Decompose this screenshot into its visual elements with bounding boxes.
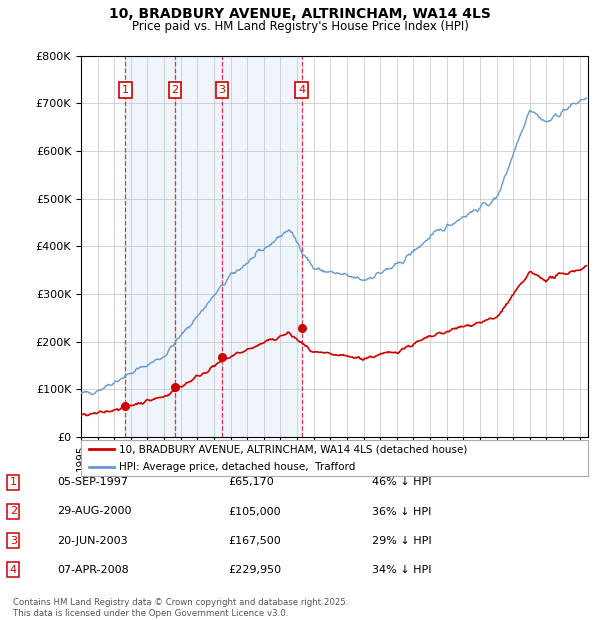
Text: £65,170: £65,170 [228, 477, 274, 487]
Text: 29-AUG-2000: 29-AUG-2000 [57, 507, 131, 516]
Text: 29% ↓ HPI: 29% ↓ HPI [372, 536, 431, 546]
Text: £167,500: £167,500 [228, 536, 281, 546]
Text: £105,000: £105,000 [228, 507, 281, 516]
Text: 46% ↓ HPI: 46% ↓ HPI [372, 477, 431, 487]
Text: Contains HM Land Registry data © Crown copyright and database right 2025.
This d: Contains HM Land Registry data © Crown c… [13, 598, 349, 618]
Bar [175, 56, 222, 437]
Text: 10, BRADBURY AVENUE, ALTRINCHAM, WA14 4LS (detached house): 10, BRADBURY AVENUE, ALTRINCHAM, WA14 4L… [119, 444, 467, 454]
Text: £229,950: £229,950 [228, 565, 281, 575]
Text: 4: 4 [298, 85, 305, 95]
Text: 10, BRADBURY AVENUE, ALTRINCHAM, WA14 4LS: 10, BRADBURY AVENUE, ALTRINCHAM, WA14 4L… [109, 7, 491, 22]
Text: 1: 1 [122, 85, 129, 95]
Text: Price paid vs. HM Land Registry's House Price Index (HPI): Price paid vs. HM Land Registry's House … [131, 20, 469, 33]
Text: 2: 2 [172, 85, 179, 95]
Bar [222, 56, 302, 437]
Text: 3: 3 [218, 85, 225, 95]
Text: 1: 1 [10, 477, 17, 487]
Text: 2: 2 [10, 507, 17, 516]
Bar [125, 56, 175, 437]
Text: 05-SEP-1997: 05-SEP-1997 [57, 477, 128, 487]
Text: 3: 3 [10, 536, 17, 546]
Text: 20-JUN-2003: 20-JUN-2003 [57, 536, 128, 546]
Text: 07-APR-2008: 07-APR-2008 [57, 565, 129, 575]
Text: HPI: Average price, detached house,  Trafford: HPI: Average price, detached house, Traf… [119, 462, 355, 472]
Text: 4: 4 [10, 565, 17, 575]
Text: 34% ↓ HPI: 34% ↓ HPI [372, 565, 431, 575]
Text: 36% ↓ HPI: 36% ↓ HPI [372, 507, 431, 516]
